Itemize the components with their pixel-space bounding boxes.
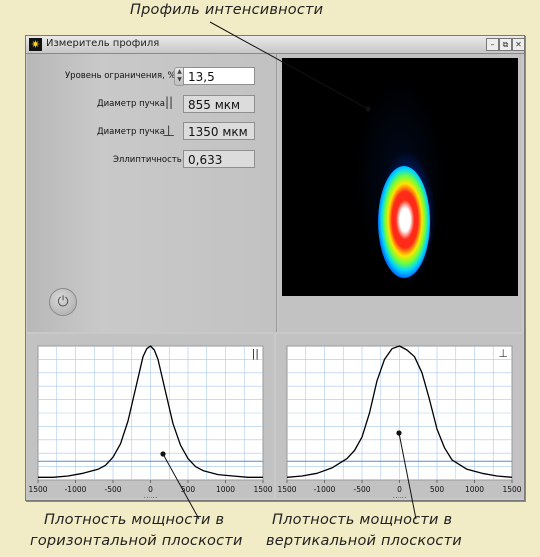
plane-marker: ⊥ [498,347,508,360]
diameter-perp-value: 1350 мкм [183,122,255,140]
diameter-parallel-label: Диаметр пучка [97,99,166,109]
clip-level-input[interactable]: 13,5 [183,67,255,85]
x-tick-label: -1000 [65,485,87,494]
horizontal-plot-panel: 1500 -1000 -500 0 500 1000 1500 мкм || [27,334,274,498]
window-title: Измеритель профиля [46,38,160,49]
x-axis-label: мкм [393,495,407,498]
x-tick-label: -500 [353,485,370,494]
intensity-profile-image [282,58,518,296]
restore-button[interactable]: ⧉ [499,38,512,51]
ellipticity-label: Эллиптичность [113,155,182,165]
x-tick-label: -1000 [314,485,336,494]
perpendicular-symbol: ⊥ [162,122,176,140]
x-tick-label: 0 [148,485,153,494]
x-tick-label: 1000 [216,485,235,494]
x-tick-label: 1500 [253,485,272,494]
x-tick-label: 1500 [502,485,521,494]
horizontal-density-chart: 1500 -1000 -500 0 500 1000 1500 мкм || [28,345,273,498]
vertical-density-callout-line1: Плотность мощности в [272,512,453,528]
profiler-window: ✷ Измеритель профиля – ⧉ ✕ Уровень огран… [25,35,525,501]
clip-level-label: Уровень ограничения, % [65,71,176,81]
beam-spot [378,166,430,278]
ellipticity-value: 0,633 [183,150,255,168]
title-bar[interactable]: ✷ Измеритель профиля – ⧉ ✕ [26,36,525,54]
x-tick-label: 0 [397,485,402,494]
horizontal-density-callout-line2: горизонтальной плоскости [30,533,243,549]
x-tick-label: 1000 [465,485,484,494]
density-curve [38,345,263,478]
vertical-density-chart: 1500 -1000 -500 0 500 1000 1500 мкм ⊥ [277,345,522,498]
x-axis-label: мкм [144,495,158,498]
minimize-button[interactable]: – [486,38,499,51]
x-tick-label: 500 [430,485,445,494]
vertical-density-callout-line2: вертикальной плоскости [266,533,462,549]
intensity-image-panel [278,54,522,332]
x-tick-label: 500 [181,485,196,494]
close-button[interactable]: ✕ [512,38,525,51]
x-tick-label: 1500 [28,485,47,494]
density-curve [286,345,513,478]
intensity-profile-callout: Профиль интенсивности [130,2,324,18]
x-tick-label: -500 [104,485,121,494]
diameter-parallel-value: 855 мкм [183,95,255,113]
power-icon[interactable]: ⏻ [49,288,77,316]
horizontal-density-callout-line1: Плотность мощности в [44,512,225,528]
star-burst-icon: ✷ [29,38,42,51]
x-tick-label: 1500 [277,485,296,494]
parallel-symbol: || [165,95,174,109]
diameter-perp-label: Диаметр пучка [97,127,166,137]
vertical-plot-panel: 1500 -1000 -500 0 500 1000 1500 мкм ⊥ [276,334,523,498]
controls-panel: Уровень ограничения, % ▲ ▼ 13,5 Диаметр п… [27,54,277,332]
plane-marker: || [252,347,259,360]
